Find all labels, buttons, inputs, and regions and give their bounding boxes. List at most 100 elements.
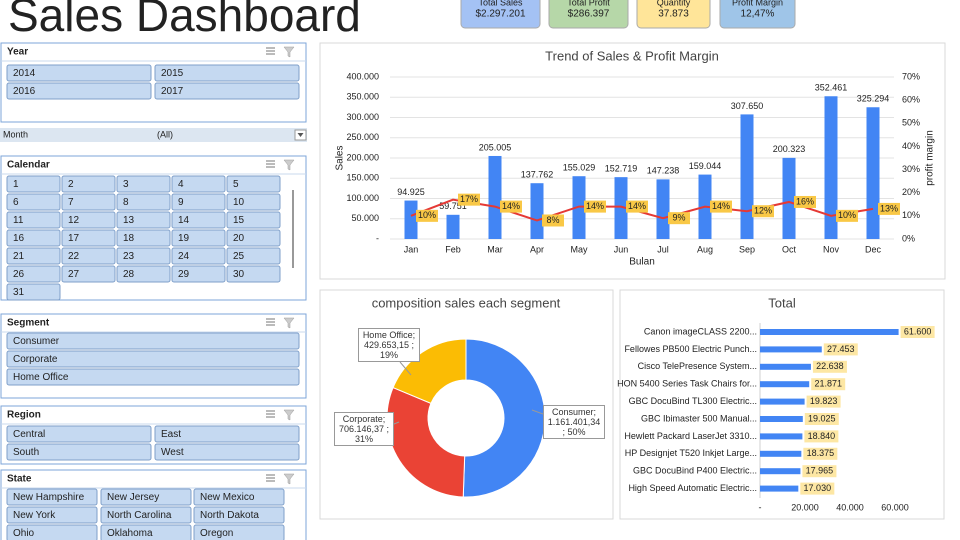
slicer-item[interactable] [154, 443, 300, 461]
y-axis-title: Sales [335, 145, 346, 170]
slicer-item[interactable] [171, 175, 226, 193]
clear-filter-icon[interactable] [283, 159, 295, 171]
line-value-label: 14% [586, 201, 604, 211]
slicer-item[interactable] [61, 193, 116, 211]
kpi-label: Quantity [657, 0, 691, 7]
slicer-item[interactable] [6, 350, 300, 368]
kpi-value: $286.397 [568, 9, 610, 20]
slicer-item[interactable] [100, 506, 192, 524]
slicer-item[interactable] [61, 175, 116, 193]
bar-value-label: 22.638 [816, 361, 844, 371]
category-label: Cisco TelePresence System... [638, 361, 757, 371]
bar-value-label-box [804, 413, 839, 425]
slicer-item[interactable] [226, 193, 281, 211]
slicer-item[interactable] [6, 211, 61, 229]
y-tick-label: 250.000 [346, 132, 379, 142]
slicer-item[interactable] [6, 488, 98, 506]
clear-filter-icon[interactable] [283, 473, 295, 485]
slicer-item[interactable] [193, 506, 285, 524]
y2-tick-label: 70% [902, 71, 920, 81]
donut-slice [386, 386, 466, 498]
slicer-item[interactable] [226, 229, 281, 247]
slicer-item[interactable] [6, 443, 152, 461]
slicer-item[interactable] [171, 193, 226, 211]
slicer-item[interactable] [226, 247, 281, 265]
slicer-item[interactable] [171, 265, 226, 283]
line-value-label-box [836, 209, 858, 222]
bar-value-label-box [812, 360, 847, 373]
slicer-item[interactable] [116, 211, 171, 229]
line-value-label: 17% [460, 194, 478, 204]
slicer-item[interactable] [6, 175, 61, 193]
slicer-item[interactable] [154, 64, 300, 82]
bar-value-label: 19.025 [808, 413, 836, 423]
slicer-item[interactable] [6, 506, 98, 524]
slicer-item[interactable] [100, 524, 192, 540]
slicer-item[interactable] [61, 229, 116, 247]
slicer-item[interactable] [6, 229, 61, 247]
slicer-item[interactable] [6, 332, 300, 350]
bar-value-label: 19.823 [810, 396, 838, 406]
slicer-item[interactable] [6, 368, 300, 386]
slicer-item[interactable] [171, 229, 226, 247]
bar-value-label-box [900, 326, 935, 338]
slicer-item-label: Corporate [13, 354, 58, 365]
slicer-item[interactable] [61, 265, 116, 283]
slicer-item[interactable] [6, 524, 98, 540]
bar-value-label: 17.030 [804, 483, 832, 493]
slicer-item[interactable] [193, 488, 285, 506]
slicer-item-label: Home Office [13, 372, 69, 383]
bar-value-label: 21.871 [814, 379, 842, 389]
kpi-card [460, 0, 541, 29]
slicer-item[interactable] [116, 265, 171, 283]
slicer-item-label: New Mexico [200, 492, 255, 503]
bar-value-label: 200.323 [773, 144, 806, 154]
bar-value-label-box [823, 343, 858, 356]
slicer-item-label: 2 [68, 179, 74, 190]
clear-filter-icon[interactable] [283, 317, 295, 329]
x-tick-label: Nov [823, 244, 840, 254]
slicer-item-label: 28 [123, 269, 135, 280]
clear-filter-icon[interactable] [283, 409, 295, 421]
line-value-label-box [668, 212, 690, 225]
donut-data-label: Consumer; 1.161.401,34 ; 50% [543, 405, 605, 439]
slicer-title: Segment [7, 318, 50, 329]
bar-value-label: 137.762 [521, 170, 554, 180]
slicer-item[interactable] [116, 175, 171, 193]
slicer-item[interactable] [193, 524, 285, 540]
slicer-item-label: 30 [233, 269, 245, 280]
slicer-item[interactable] [154, 82, 300, 100]
bar [760, 433, 803, 440]
category-label: HON 5400 Series Task Chairs for... [617, 379, 757, 389]
slicer-item[interactable] [226, 265, 281, 283]
slicer-item[interactable] [6, 82, 152, 100]
bar-value-label: 59.751 [439, 201, 467, 211]
slicer-item[interactable] [171, 211, 226, 229]
bar-value-label-box [811, 378, 846, 391]
bar [614, 177, 628, 239]
slicer-item[interactable] [171, 247, 226, 265]
slicer-item[interactable] [61, 247, 116, 265]
slicer-item[interactable] [226, 175, 281, 193]
slicer-item[interactable] [61, 211, 116, 229]
slicer-item[interactable] [226, 211, 281, 229]
slicer-item[interactable] [6, 64, 152, 82]
slicer-item[interactable] [6, 425, 152, 443]
slicer-item[interactable] [6, 283, 61, 301]
month-filter-label: Month [3, 129, 28, 139]
x-tick-label: Dec [865, 244, 882, 254]
slicer-item[interactable] [116, 247, 171, 265]
slicer-item-label: 7 [68, 197, 74, 208]
slicer-item[interactable] [100, 488, 192, 506]
kpi-label: Total Profit [567, 0, 610, 7]
slicer-item[interactable] [154, 425, 300, 443]
bar [760, 398, 805, 405]
slicer-item[interactable] [116, 229, 171, 247]
slicer-item[interactable] [116, 193, 171, 211]
slicer-item[interactable] [6, 265, 61, 283]
clear-filter-icon[interactable] [283, 46, 295, 58]
slicer-item[interactable] [6, 193, 61, 211]
bar [782, 157, 796, 239]
slicer-item[interactable] [6, 247, 61, 265]
slicer-item-label: Oregon [200, 528, 233, 539]
